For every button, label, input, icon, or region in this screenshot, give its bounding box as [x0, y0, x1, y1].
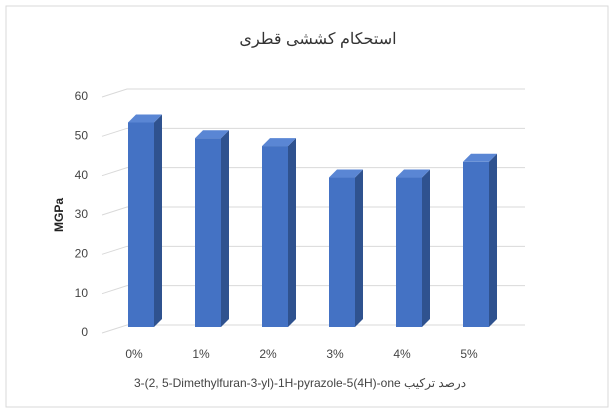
x-tick-label: 1%: [192, 347, 210, 361]
bar-top: [262, 138, 296, 147]
x-tick-label: 0%: [125, 347, 143, 361]
bar-top: [329, 169, 363, 178]
bar: [262, 146, 288, 327]
grid-line: [101, 324, 525, 334]
x-axis-title: 3-(2, 5-Dimethylfuran-3-yl)-1H-pyrazole-…: [134, 376, 466, 390]
y-axis-title: MGPa: [52, 198, 66, 232]
grid-line: [101, 245, 525, 255]
y-tick-label: 50: [75, 129, 89, 143]
y-tick-label: 20: [75, 247, 89, 261]
bar: [463, 161, 489, 327]
bar-side: [288, 138, 296, 327]
bar-side: [154, 114, 162, 327]
chart-title: استحکام کششی قطری: [239, 31, 396, 48]
grid-line: [101, 167, 525, 177]
bar-side: [489, 153, 497, 327]
x-tick-label: 5%: [460, 347, 478, 361]
grid-line: [101, 127, 525, 137]
x-tick-label: 3%: [326, 347, 344, 361]
x-tick-label: 4%: [393, 347, 411, 361]
bar-top: [463, 153, 497, 162]
y-tick-label: 10: [75, 286, 89, 300]
y-tick-label: 30: [75, 207, 89, 221]
grid-line: [101, 206, 525, 216]
bar-top: [195, 130, 229, 139]
bar-side: [221, 130, 229, 327]
bar-side: [422, 169, 430, 327]
bar: [128, 122, 154, 327]
bar-top: [128, 114, 162, 123]
bar-side: [355, 169, 363, 327]
bar: [396, 177, 422, 327]
grid-line: [101, 88, 525, 98]
y-tick-label: 60: [75, 89, 89, 103]
y-tick-label: 40: [75, 168, 89, 182]
y-tick-label: 0: [81, 325, 88, 339]
grid-line: [101, 285, 525, 295]
bar-top: [396, 169, 430, 178]
bar: [329, 177, 355, 327]
bar: [195, 138, 221, 327]
x-tick-label: 2%: [259, 347, 277, 361]
